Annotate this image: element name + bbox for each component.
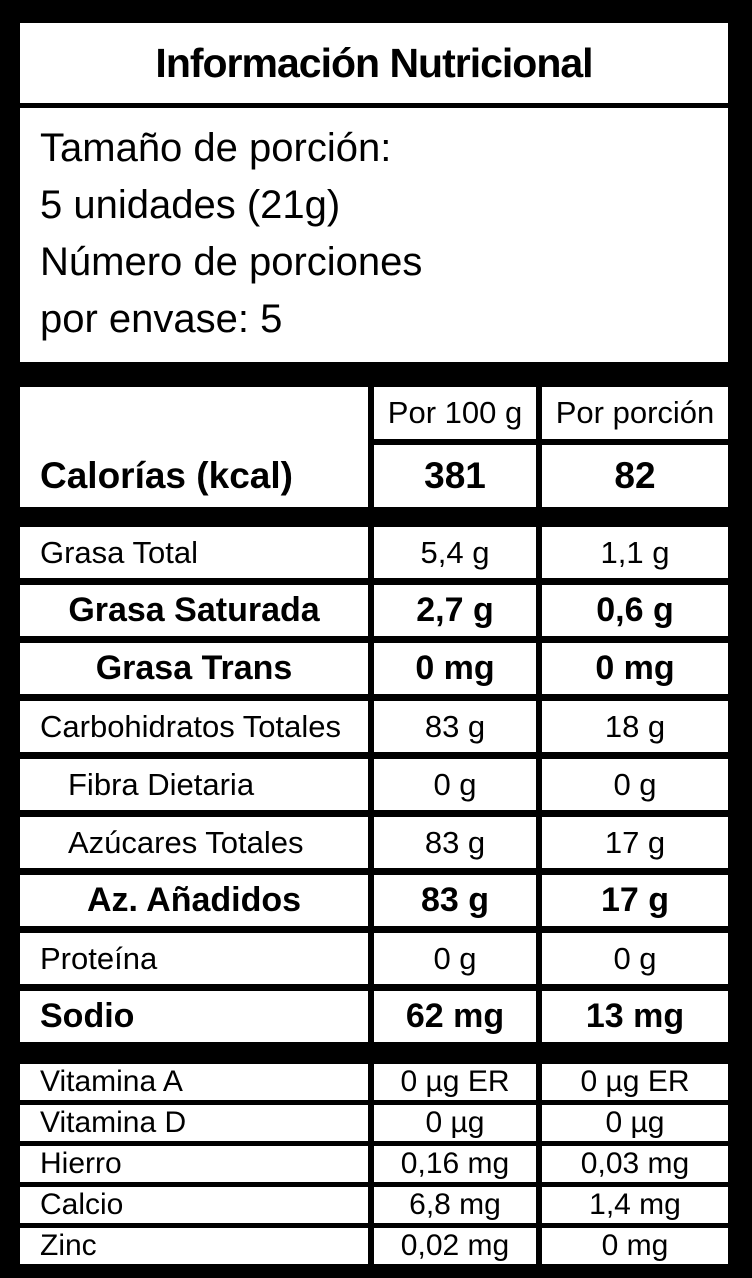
label-title: Información Nutricional (20, 23, 728, 108)
per-serving-value-cell: 0 mg (542, 643, 728, 694)
per100-value-cell: 0 µg ER (374, 1064, 536, 1100)
per100-value-cell: 0 mg (374, 643, 536, 694)
column-header-per100: Por 100 g (374, 387, 536, 439)
per100-value-cell: 83 g (374, 875, 536, 926)
per-serving-value-cell: 0 g (542, 759, 728, 810)
per-serving-value-cell: 13 mg (542, 991, 728, 1042)
per100-value-cell: 0,16 mg (374, 1146, 536, 1182)
header-panel: Información Nutricional Tamaño de porció… (20, 23, 728, 362)
per-serving-value-cell: 0 µg (542, 1105, 728, 1141)
per-serving-value-cell: 17 g (542, 875, 728, 926)
nutrient-name-cell: Grasa Total (20, 527, 368, 578)
calories-label: Calorías (kcal) (20, 387, 368, 507)
per100-value-cell: 2,7 g (374, 585, 536, 636)
nutrient-name-cell: Fibra Dietaria (20, 759, 368, 810)
table-row: Calcio 6,8 mg 1,4 mg (20, 1187, 728, 1223)
per100-value-cell: 62 mg (374, 991, 536, 1042)
nutrient-name-cell: Vitamina A (20, 1064, 368, 1100)
nutrient-name-cell: Grasa Saturada (20, 585, 368, 636)
serving-size-line-2: 5 unidades (21g) (40, 183, 341, 227)
nutrient-name-cell: Calcio (20, 1187, 368, 1223)
nutrition-label: Información Nutricional Tamaño de porció… (20, 23, 728, 1264)
nutrient-name-cell: Vitamina D (20, 1105, 368, 1141)
nutrient-name-cell: Hierro (20, 1146, 368, 1182)
table-row: Zinc 0,02 mg 0 mg (20, 1228, 728, 1264)
nutrient-name-cell: Az. Añadidos (20, 875, 368, 926)
micronutrients-table: Vitamina A 0 µg ER 0 µg ER Vitamina D 0 … (20, 1064, 728, 1264)
table-row: Hierro 0,16 mg 0,03 mg (20, 1146, 728, 1182)
per-serving-value-cell: 17 g (542, 817, 728, 868)
nutrient-name-cell: Proteína (20, 933, 368, 984)
per100-value-cell: 6,8 mg (374, 1187, 536, 1223)
per-serving-value-cell: 1,1 g (542, 527, 728, 578)
nutrient-name-cell: Sodio (20, 991, 368, 1042)
nutrients-table: Grasa Total 5,4 g 1,1 g Grasa Saturada 2… (20, 527, 728, 1042)
per-serving-value-cell: 0 µg ER (542, 1064, 728, 1100)
per-serving-value-cell: 0 mg (542, 1228, 728, 1264)
column-header-per-serving: Por porción (542, 387, 728, 439)
per-serving-value-cell: 0,03 mg (542, 1146, 728, 1182)
serving-info: Tamaño de porción: 5 unidades (21g) Núme… (20, 108, 728, 362)
calories-per-serving-value: 82 (542, 445, 728, 507)
table-row: Grasa Saturada 2,7 g 0,6 g (20, 585, 728, 636)
nutrient-name-cell: Azúcares Totales (20, 817, 368, 868)
per-serving-value-cell: 18 g (542, 701, 728, 752)
calories-per100-value: 381 (374, 445, 536, 507)
per-serving-value-cell: 0 g (542, 933, 728, 984)
table-row: Carbohidratos Totales 83 g 18 g (20, 701, 728, 752)
per100-value-cell: 0 g (374, 933, 536, 984)
table-row: Grasa Trans 0 mg 0 mg (20, 643, 728, 694)
per-serving-value-cell: 0,6 g (542, 585, 728, 636)
nutrient-name-cell: Carbohidratos Totales (20, 701, 368, 752)
table-row: Azúcares Totales 83 g 17 g (20, 817, 728, 868)
nutrient-name-cell: Grasa Trans (20, 643, 368, 694)
calories-table: Calorías (kcal) Por 100 g Por porción 38… (20, 387, 728, 507)
serving-size-line-1: Tamaño de porción: (40, 126, 392, 170)
per100-value-cell: 0,02 mg (374, 1228, 536, 1264)
per-serving-value-cell: 1,4 mg (542, 1187, 728, 1223)
servings-per-container-line-1: Número de porciones (40, 240, 423, 284)
per100-value-cell: 0 g (374, 759, 536, 810)
servings-per-container-line-2: por envase: 5 (40, 297, 283, 341)
per100-value-cell: 5,4 g (374, 527, 536, 578)
table-row: Az. Añadidos 83 g 17 g (20, 875, 728, 926)
per100-value-cell: 0 µg (374, 1105, 536, 1141)
per100-value-cell: 83 g (374, 701, 536, 752)
table-row: Sodio 62 mg 13 mg (20, 991, 728, 1042)
nutrient-name-cell: Zinc (20, 1228, 368, 1264)
per100-value-cell: 83 g (374, 817, 536, 868)
table-row: Grasa Total 5,4 g 1,1 g (20, 527, 728, 578)
table-row: Fibra Dietaria 0 g 0 g (20, 759, 728, 810)
table-row: Vitamina D 0 µg 0 µg (20, 1105, 728, 1141)
table-row: Vitamina A 0 µg ER 0 µg ER (20, 1064, 728, 1100)
table-row: Proteína 0 g 0 g (20, 933, 728, 984)
